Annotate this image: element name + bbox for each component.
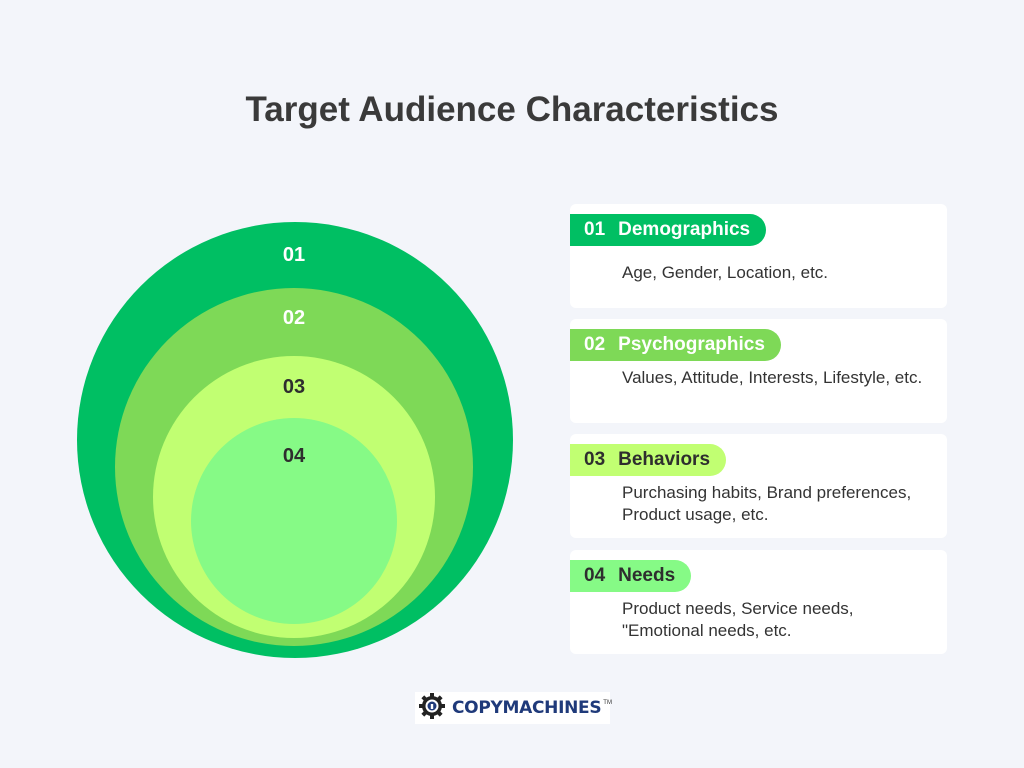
card-header: 03 Behaviors: [570, 444, 727, 476]
card-description: Purchasing habits, Brand preferences, Pr…: [622, 483, 912, 524]
page-title: Target Audience Characteristics: [245, 90, 779, 129]
card-header: 04 Needs: [570, 560, 692, 592]
card-description: Product needs, Service needs, "Emotional…: [622, 599, 854, 640]
card-description: Values, Attitude, Interests, Lifestyle, …: [622, 368, 923, 387]
card-header: 01 Demographics: [570, 214, 767, 246]
gear-icon: [418, 692, 446, 725]
card-title: Needs: [618, 565, 676, 586]
card-number: 03: [584, 449, 606, 470]
card-header: 02 Psychographics: [570, 329, 781, 361]
ring-04: [191, 418, 397, 624]
card-number: 04: [584, 565, 606, 586]
card-psychographics: 02 Psychographics Values, Attitude, Inte…: [570, 319, 947, 423]
card-needs: 04 Needs Product needs, Service needs, "…: [570, 550, 947, 654]
card-title: Psychographics: [618, 334, 765, 355]
ring-label-01: 01: [282, 244, 306, 266]
ring-label-02: 02: [282, 307, 306, 329]
logo-trademark: TM: [603, 700, 612, 706]
card-number: 02: [584, 334, 606, 355]
ring-label-03: 03: [282, 376, 306, 398]
card-behaviors: 03 Behaviors Purchasing habits, Brand pr…: [570, 434, 947, 538]
card-title: Demographics: [618, 219, 751, 240]
card-title: Behaviors: [618, 449, 711, 470]
logo-text: COPYMACHINES: [452, 698, 602, 718]
ring-label-04: 04: [282, 445, 306, 467]
card-demographics: 01 Demographics Age, Gender, Location, e…: [570, 204, 947, 308]
card-description: Age, Gender, Location, etc.: [622, 263, 829, 282]
brand-logo: COPYMACHINES TM: [415, 692, 612, 725]
card-number: 01: [584, 219, 606, 240]
